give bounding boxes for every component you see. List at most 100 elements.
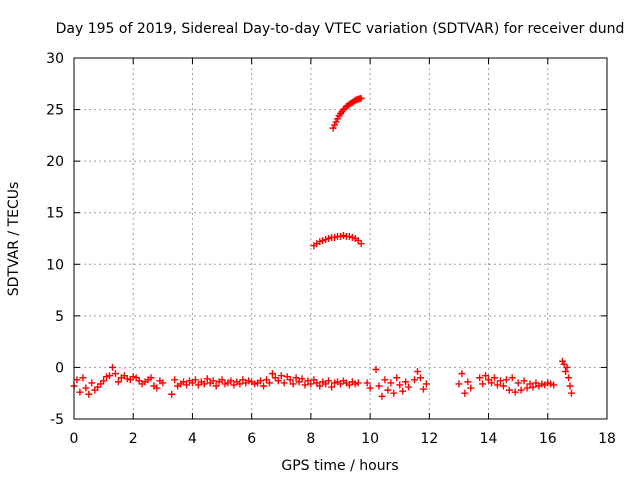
data-point [514, 379, 522, 387]
data-point [100, 377, 108, 385]
data-point [227, 377, 235, 385]
data-point [108, 363, 116, 371]
data-point [508, 374, 516, 382]
data-point [316, 382, 324, 390]
data-point [566, 382, 574, 390]
data-point [307, 380, 315, 388]
data-point [511, 388, 519, 396]
data-point [147, 374, 155, 382]
data-point [488, 379, 496, 387]
data-point [490, 374, 498, 382]
data-point [411, 376, 419, 384]
data-point [467, 384, 475, 392]
data-point [482, 372, 490, 380]
data-point [183, 381, 191, 389]
data-point [171, 376, 179, 384]
data-point [479, 380, 487, 388]
data-point [265, 379, 273, 387]
data-point [111, 370, 119, 378]
data-point [502, 376, 510, 384]
data-point [563, 363, 571, 371]
x-tick-label: 6 [247, 431, 256, 447]
data-point [422, 380, 430, 388]
y-axis-label: SDTVAR / TECUs [6, 182, 22, 297]
data-point [378, 392, 386, 400]
data-point [280, 379, 288, 387]
data-point [159, 379, 167, 387]
data-point [332, 118, 340, 126]
data-point [203, 375, 211, 383]
data-point [517, 386, 525, 394]
data-point [520, 377, 528, 385]
axis-ticks [73, 57, 608, 420]
data-point [499, 382, 507, 390]
data-point [405, 383, 413, 391]
plot-frame [73, 57, 608, 420]
data-point [191, 376, 199, 384]
data-point [88, 379, 96, 387]
data-point [384, 386, 392, 394]
data-point [79, 374, 87, 382]
x-tick-label: 10 [361, 431, 379, 447]
data-point [236, 380, 244, 388]
data-point [298, 375, 306, 383]
x-tick-label: 14 [480, 431, 498, 447]
x-tick-labels: 0 2 4 6 8 10 12 14 16 18 [70, 431, 616, 447]
data-point [114, 378, 122, 386]
data-point [419, 385, 427, 393]
data-point [366, 384, 374, 392]
data-point [257, 377, 265, 385]
data-point [399, 387, 407, 395]
data-point [325, 377, 333, 385]
data-point [396, 381, 404, 389]
data-point [559, 357, 567, 365]
data-point [372, 365, 380, 373]
x-tick-label: 2 [129, 431, 138, 447]
y-tick-label: 10 [46, 257, 64, 273]
data-point [200, 380, 208, 388]
data-point [550, 381, 558, 389]
y-tick-label: 5 [55, 309, 64, 325]
y-tick-labels: -5 0 5 10 15 20 25 30 [46, 51, 64, 428]
data-point [363, 379, 371, 387]
data-point [493, 381, 501, 389]
data-point [567, 389, 575, 397]
x-tick-label: 4 [188, 431, 197, 447]
data-point [329, 124, 337, 132]
data-point [209, 377, 217, 385]
data-point [416, 374, 424, 382]
data-point [458, 370, 466, 378]
data-point [168, 390, 176, 398]
data-point [274, 377, 282, 385]
data-point [413, 368, 421, 376]
y-tick-label: 0 [55, 360, 64, 376]
y-tick-label: 25 [46, 103, 64, 119]
data-point [328, 383, 336, 391]
data-point [334, 115, 342, 123]
y-tick-label: -5 [50, 412, 64, 428]
data-point [476, 374, 484, 382]
data-point [289, 380, 297, 388]
data-point [387, 379, 395, 387]
data-point [562, 368, 570, 376]
data-point [331, 121, 339, 129]
data-point [461, 389, 469, 397]
data-point [523, 384, 531, 392]
data-point [76, 388, 84, 396]
data-point [73, 376, 81, 384]
data-point [402, 378, 410, 386]
data-point [85, 390, 93, 398]
x-tick-label: 16 [539, 431, 557, 447]
data-point [381, 376, 389, 384]
data-point [357, 94, 365, 102]
data-point [496, 377, 504, 385]
data-point [292, 374, 300, 382]
data-point [277, 372, 285, 380]
data-point [393, 374, 401, 382]
data-points [70, 94, 575, 400]
data-point [565, 374, 573, 382]
data-point [212, 382, 220, 390]
data-point [106, 372, 114, 380]
x-tick-label: 18 [598, 431, 616, 447]
data-point [529, 383, 537, 391]
